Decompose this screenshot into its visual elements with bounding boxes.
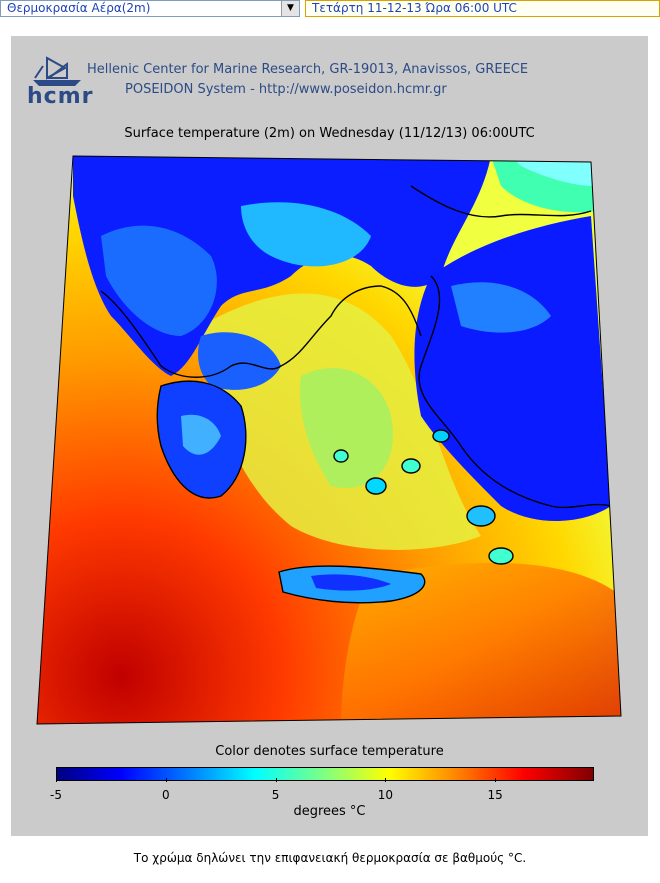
colorbar-tick-mark <box>165 778 167 782</box>
colorbar-units: degrees °C <box>293 804 366 819</box>
hcmr-logo: hcmr <box>27 54 97 109</box>
coastlines <box>100 185 612 604</box>
colorbar-tick-mark <box>495 778 497 782</box>
colorbar-tick-mark <box>275 778 277 782</box>
figure-panel: hcmr Hellenic Center for Marine Research… <box>11 36 648 836</box>
colorbar-tick-mark <box>56 778 57 782</box>
parameter-select-value: Θερμοκρασία Αέρα(2m) <box>7 1 151 15</box>
colorbar-tick-label: -5 <box>50 788 62 802</box>
top-controls: Θερμοκρασία Αέρα(2m) ▼ Τετάρτη 11-12-13 … <box>0 0 660 18</box>
header-institution: Hellenic Center for Marine Research, GR-… <box>87 62 529 77</box>
colorbar-tick-label: 15 <box>487 788 503 802</box>
parameter-select[interactable]: Θερμοκρασία Αέρα(2m) ▼ <box>0 0 300 17</box>
colorbar-tick-label: 0 <box>161 788 170 802</box>
colorbar-title: Color denotes surface temperature <box>215 744 444 759</box>
colorbar-tick-mark <box>385 778 387 782</box>
colorbar <box>56 767 594 781</box>
map-field <box>37 156 621 724</box>
ship-icon <box>33 56 81 86</box>
map-title: Surface temperature (2m) on Wednesday (1… <box>124 126 535 141</box>
temperature-map <box>36 155 622 725</box>
logo-text: hcmr <box>27 84 94 109</box>
chevron-down-icon[interactable]: ▼ <box>281 1 299 16</box>
datetime-value: Τετάρτη 11-12-13 Ώρα 06:00 UTC <box>312 1 517 15</box>
map-frame <box>36 155 622 725</box>
colorbar-tick-label: 10 <box>377 788 394 802</box>
datetime-select[interactable]: Τετάρτη 11-12-13 Ώρα 06:00 UTC <box>305 0 660 17</box>
caption: Το χρώμα δηλώνει την επιφανειακή θερμοκρ… <box>133 851 527 865</box>
header-system-link[interactable]: POSEIDON System - http://www.poseidon.hc… <box>125 82 447 97</box>
colorbar-tick-label: 5 <box>271 788 280 802</box>
